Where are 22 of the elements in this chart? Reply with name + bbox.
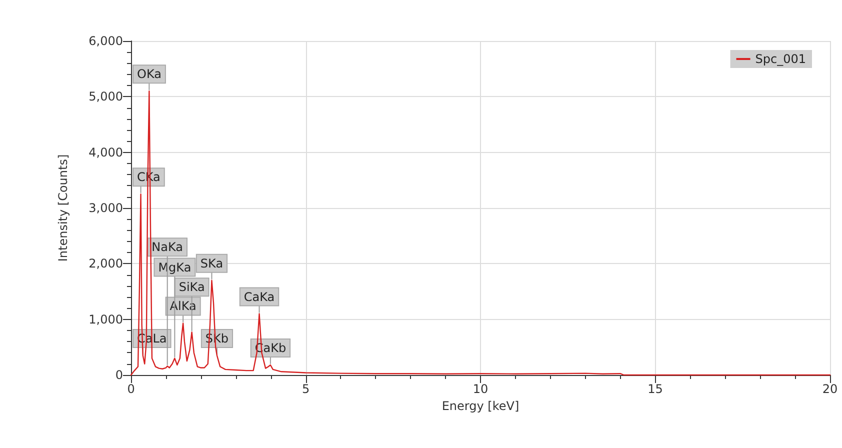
annotation: AlKa xyxy=(170,299,196,314)
x-tick-label: 15 xyxy=(648,382,663,396)
legend-label: Spc_001 xyxy=(755,52,806,66)
x-tick-label: 20 xyxy=(822,382,838,396)
y-tick-label: 0 xyxy=(115,368,123,382)
x-tick-label: 0 xyxy=(127,382,135,396)
y-tick-label: 2,000 xyxy=(88,256,123,271)
annotation: SiKa xyxy=(178,280,205,294)
y-tick-label: 4,000 xyxy=(88,145,123,160)
y-tick-label: 1,000 xyxy=(88,312,123,326)
x-axis-title: Energy [keV] xyxy=(442,398,520,413)
annotation: CaKa xyxy=(244,290,275,304)
y-tick-label: 6,000 xyxy=(88,34,123,48)
x-tick-label: 5 xyxy=(302,382,310,396)
x-tick-label: 10 xyxy=(472,382,488,396)
annotation: MgKa xyxy=(158,260,192,274)
annotation: NaKa xyxy=(152,240,184,254)
y-axis-title: Intensity [Counts] xyxy=(56,154,70,262)
annotation: OKa xyxy=(137,67,162,82)
y-tick-label: 5,000 xyxy=(88,90,123,104)
annotation: SKa xyxy=(200,256,224,270)
y-tick-label: 3,000 xyxy=(88,201,123,215)
